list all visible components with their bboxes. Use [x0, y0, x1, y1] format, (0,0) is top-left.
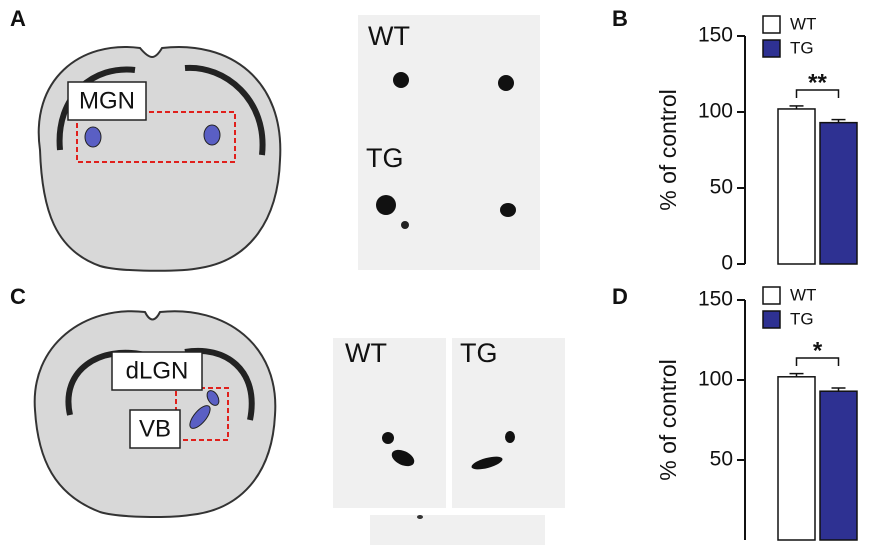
panel-label: B: [612, 6, 628, 31]
y-tick-label: 100: [698, 368, 733, 391]
bar: [777, 108, 816, 265]
bar: [777, 376, 816, 541]
significance-bracket: [795, 357, 840, 366]
significance-label: **: [808, 69, 827, 96]
legend-label: TG: [790, 38, 814, 57]
panel-label: A: [10, 6, 26, 31]
image-label: TG: [460, 338, 498, 368]
legend-swatch: [762, 15, 781, 34]
autoradiograph: [333, 338, 565, 545]
legend-swatch: [762, 286, 781, 305]
panel-label: D: [612, 284, 628, 309]
region-label: dLGN: [126, 357, 189, 384]
bar: [819, 390, 858, 541]
legend-label: TG: [790, 309, 814, 328]
brain-section: [33, 310, 277, 518]
image-label: WT: [345, 338, 387, 368]
bar: [819, 121, 858, 265]
panel-label: C: [10, 284, 26, 309]
y-tick-label: 50: [710, 448, 733, 471]
region-label: VB: [139, 415, 171, 442]
y-tick-label: 0: [721, 252, 733, 275]
significance-bracket: [795, 89, 840, 98]
image-label: WT: [368, 21, 410, 51]
legend-swatch: [762, 39, 781, 58]
region-label: MGN: [79, 87, 135, 114]
y-tick-label: 100: [698, 100, 733, 123]
autoradiograph: [358, 15, 540, 270]
legend-label: WT: [790, 14, 816, 33]
significance-label: *: [813, 337, 823, 364]
y-axis-label: % of control: [655, 89, 681, 210]
brain-section: [37, 46, 282, 272]
legend-label: WT: [790, 285, 816, 304]
y-tick-label: 150: [698, 288, 733, 311]
y-axis-label: % of control: [655, 359, 681, 480]
legend-swatch: [762, 310, 781, 329]
y-tick-label: 150: [698, 24, 733, 47]
image-label: TG: [366, 143, 404, 173]
y-tick-label: 50: [710, 176, 733, 199]
